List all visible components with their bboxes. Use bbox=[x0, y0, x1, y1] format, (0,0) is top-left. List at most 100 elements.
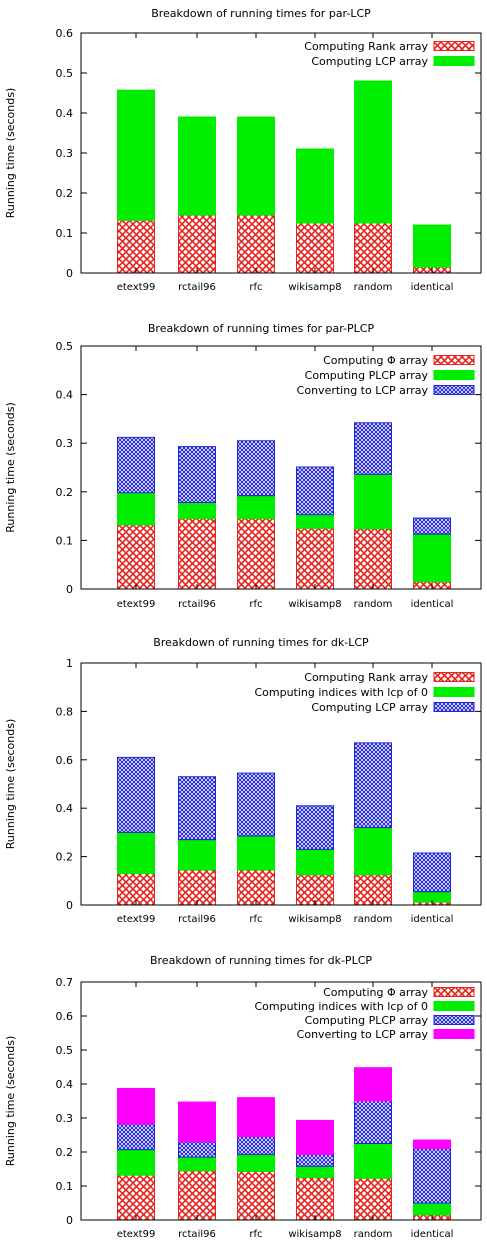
bar-rctail96-3 bbox=[178, 776, 216, 841]
bar-etext99-2 bbox=[117, 89, 155, 221]
y-tick-label: 0.3 bbox=[56, 437, 74, 450]
x-tick-label: rctail96 bbox=[178, 1229, 216, 1240]
x-tick-label: etext99 bbox=[117, 1229, 156, 1240]
x-tick-label: identical bbox=[411, 599, 454, 610]
y-tick-label: 0.1 bbox=[56, 1180, 74, 1193]
x-tick-label: rctail96 bbox=[178, 282, 216, 293]
bar-rctail96-4 bbox=[178, 1101, 216, 1143]
bar-rctail96-2 bbox=[178, 501, 216, 520]
y-tick-label: 0.6 bbox=[56, 754, 74, 767]
y-tick-label: 1 bbox=[66, 657, 73, 670]
bar-rfc-2 bbox=[237, 835, 275, 871]
bar-wikisamp8-2 bbox=[296, 1165, 334, 1179]
bar-identical-2 bbox=[413, 1202, 451, 1216]
bar-identical-3 bbox=[413, 517, 451, 535]
y-axis-label: Running time (seconds) bbox=[4, 719, 17, 849]
chart-panel-3: Breakdown of running times for dk-LCP Run… bbox=[4, 636, 482, 925]
bar-rfc-2 bbox=[237, 495, 275, 520]
x-tick-label: rfc bbox=[249, 282, 262, 293]
bar-random-3 bbox=[354, 1100, 392, 1144]
y-tick-label: 0.3 bbox=[56, 1112, 74, 1125]
bar-wikisamp8-2 bbox=[296, 848, 334, 876]
y-tick-label: 0.4 bbox=[56, 1078, 74, 1091]
bar-rctail96-3 bbox=[178, 1141, 216, 1158]
bar-etext99-3 bbox=[117, 756, 155, 833]
bar-rctail96-2 bbox=[178, 1156, 216, 1172]
chart-panel-2: Breakdown of running times for par-PLCP R… bbox=[4, 322, 482, 610]
bar-wikisamp8-1 bbox=[296, 222, 334, 274]
chart-panel-4: Breakdown of running times for dk-PLCP Ru… bbox=[4, 954, 482, 1240]
bar-etext99-2 bbox=[117, 492, 155, 526]
bar-rctail96-1 bbox=[178, 518, 216, 590]
y-tick-label: 0 bbox=[66, 583, 73, 596]
bar-rctail96-3 bbox=[178, 446, 216, 503]
bar-rfc-3 bbox=[237, 772, 275, 837]
y-tick-label: 0.2 bbox=[56, 486, 74, 499]
bar-wikisamp8-3 bbox=[296, 1153, 334, 1167]
legend-label: Computing Φ array bbox=[323, 354, 428, 367]
chart-title: Breakdown of running times for par-PLCP bbox=[148, 322, 375, 335]
bar-random-2 bbox=[354, 1143, 392, 1179]
x-tick-label: identical bbox=[411, 282, 454, 293]
legend-label: Computing indices with lcp of 0 bbox=[254, 686, 428, 699]
bar-wikisamp8-3 bbox=[296, 805, 334, 850]
bar-random-2 bbox=[354, 473, 392, 530]
x-tick-label: rfc bbox=[249, 599, 262, 610]
y-tick-label: 0 bbox=[66, 267, 73, 280]
y-tick-label: 0.2 bbox=[56, 187, 74, 200]
y-tick-label: 0.7 bbox=[56, 976, 74, 989]
legend-swatch bbox=[433, 1029, 475, 1039]
bar-rfc-1 bbox=[237, 214, 275, 274]
x-tick-label: random bbox=[354, 282, 393, 293]
legend-swatch bbox=[433, 672, 475, 682]
chart-title: Breakdown of running times for dk-PLCP bbox=[150, 954, 372, 967]
y-tick-label: 0.5 bbox=[56, 67, 74, 80]
bar-wikisamp8-2 bbox=[296, 514, 334, 529]
bar-identical-3 bbox=[413, 1148, 451, 1204]
bar-identical-2 bbox=[413, 224, 451, 268]
bar-etext99-2 bbox=[117, 831, 155, 875]
x-tick-label: wikisamp8 bbox=[288, 914, 341, 925]
legend-swatch bbox=[433, 1015, 475, 1025]
x-tick-label: etext99 bbox=[117, 282, 156, 293]
legend-swatch bbox=[433, 702, 475, 712]
bar-wikisamp8-1 bbox=[296, 1177, 334, 1221]
y-tick-label: 0.2 bbox=[56, 1146, 74, 1159]
bar-wikisamp8-4 bbox=[296, 1119, 334, 1155]
legend-label: Computing PLCP array bbox=[305, 369, 429, 382]
chart-panel-1: Breakdown of running times for par-LCP Ru… bbox=[4, 7, 482, 293]
bar-rfc-3 bbox=[237, 440, 275, 497]
legend-label: Converting to LCP array bbox=[297, 384, 429, 397]
x-tick-label: etext99 bbox=[117, 914, 156, 925]
legend-swatch bbox=[433, 355, 475, 365]
bar-random-2 bbox=[354, 827, 392, 876]
bar-identical-2 bbox=[413, 533, 451, 583]
x-tick-label: rfc bbox=[249, 1229, 262, 1240]
x-tick-label: random bbox=[354, 1229, 393, 1240]
x-tick-label: wikisamp8 bbox=[288, 282, 341, 293]
x-tick-label: random bbox=[354, 599, 393, 610]
y-tick-label: 0.1 bbox=[56, 227, 74, 240]
y-axis-label: Running time (seconds) bbox=[4, 402, 17, 532]
legend-swatch bbox=[433, 687, 475, 697]
bar-identical-4 bbox=[413, 1139, 451, 1150]
bar-wikisamp8-2 bbox=[296, 148, 334, 224]
bar-random-3 bbox=[354, 422, 392, 475]
bar-random-1 bbox=[354, 222, 392, 274]
bar-rfc-1 bbox=[237, 518, 275, 590]
y-tick-label: 0.5 bbox=[56, 1044, 74, 1057]
legend-label: Computing PLCP array bbox=[305, 1014, 429, 1027]
x-tick-label: wikisamp8 bbox=[288, 1229, 341, 1240]
bar-rctail96-2 bbox=[178, 116, 216, 216]
bar-etext99-3 bbox=[117, 436, 155, 494]
legend-label: Computing indices with lcp of 0 bbox=[254, 1000, 428, 1013]
bar-rctail96-1 bbox=[178, 1170, 216, 1221]
y-axis-label: Running time (seconds) bbox=[4, 88, 17, 218]
bar-random-1 bbox=[354, 1177, 392, 1221]
y-tick-label: 0.6 bbox=[56, 27, 74, 40]
y-tick-label: 0.6 bbox=[56, 1010, 74, 1023]
bar-rctail96-1 bbox=[178, 869, 216, 906]
bar-etext99-1 bbox=[117, 524, 155, 590]
chart-title: Breakdown of running times for par-LCP bbox=[151, 7, 371, 20]
